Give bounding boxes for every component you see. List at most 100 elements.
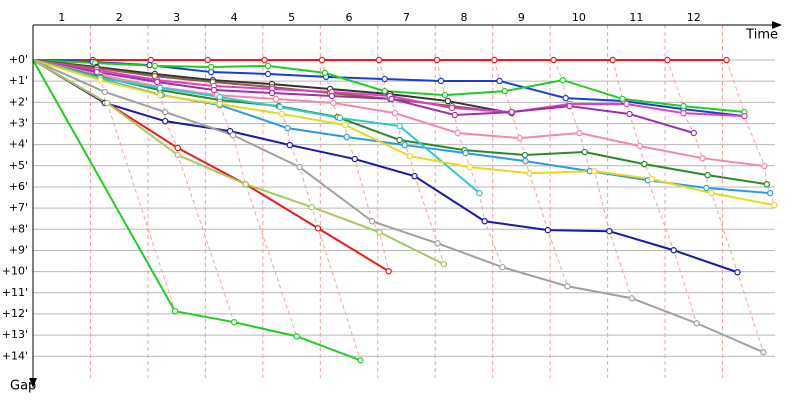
series-line [92,60,745,118]
point [391,109,399,117]
point [508,108,515,116]
point [496,77,503,85]
point [357,357,364,364]
point [481,218,488,225]
point [97,76,104,84]
point [559,76,566,84]
point [636,142,643,150]
point [562,94,569,102]
y-axis-arrow [29,378,37,388]
point [381,75,388,83]
point [101,88,109,96]
point [376,229,383,236]
point [153,78,161,86]
point [308,203,315,211]
point [767,189,774,197]
point [763,181,770,188]
point [296,163,303,171]
point [628,295,635,302]
point [264,70,272,78]
point [761,162,768,170]
point [229,131,237,139]
series-line [96,68,745,118]
point [210,86,218,94]
point [174,151,182,159]
point [626,110,633,118]
point [544,226,552,234]
y-tick-label: +3' [9,116,28,129]
series-line [104,91,764,354]
point [699,154,706,162]
point [381,87,388,95]
start-segment [32,59,108,104]
grid [33,25,775,378]
point [328,92,335,100]
markers [89,56,778,364]
point [268,89,276,97]
point [619,95,626,103]
point [448,104,456,112]
point [314,225,322,232]
series-line [99,79,775,207]
point [286,141,294,149]
x-tick-label: 12 [687,11,701,24]
point [466,163,473,171]
point [476,189,483,197]
point [321,69,329,77]
x-tick-label: 8 [460,11,467,24]
point [437,77,445,85]
point [664,56,671,64]
y-axis-label: Gap [10,379,36,394]
point [242,181,249,188]
point [564,283,571,290]
y-tick-label: +8' [9,222,28,235]
point [670,247,677,254]
series-line [174,310,361,362]
series-line [106,102,445,266]
point [451,111,458,119]
point [156,91,164,99]
x-axis-arrow [772,21,782,29]
point [216,93,223,101]
point [293,333,300,340]
point [261,56,268,64]
point [734,269,741,276]
x-tick-label: 3 [173,11,180,24]
point [708,189,715,197]
point [276,103,284,111]
point [174,144,182,152]
series-line [100,75,767,186]
point [341,121,349,129]
start-segment [32,59,176,312]
point [576,129,583,137]
point [207,63,215,71]
point [516,134,523,142]
point [760,349,767,356]
x-tick-label: 4 [231,11,238,24]
series-line [96,65,512,115]
point [433,56,441,64]
point [147,56,154,64]
point [723,56,730,64]
series-line [95,61,745,114]
point [351,155,358,163]
point [521,151,529,159]
point [411,172,418,180]
point [161,117,169,125]
point [648,175,656,183]
x-axis-label: Time [745,28,778,43]
point [609,56,616,64]
y-tick-label: +5' [9,159,28,172]
point [388,95,395,103]
point [441,91,449,99]
point [704,171,711,179]
point [550,56,557,64]
point [216,100,223,108]
point [204,56,211,64]
point [336,114,344,122]
point [368,218,376,225]
y-tick-label: +11' [2,286,28,299]
point [741,112,748,120]
point [161,108,169,116]
point [454,129,461,137]
